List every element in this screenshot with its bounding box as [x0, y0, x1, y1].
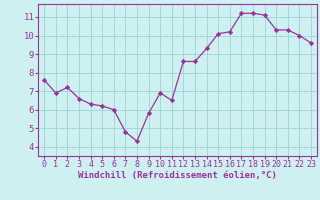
X-axis label: Windchill (Refroidissement éolien,°C): Windchill (Refroidissement éolien,°C): [78, 171, 277, 180]
